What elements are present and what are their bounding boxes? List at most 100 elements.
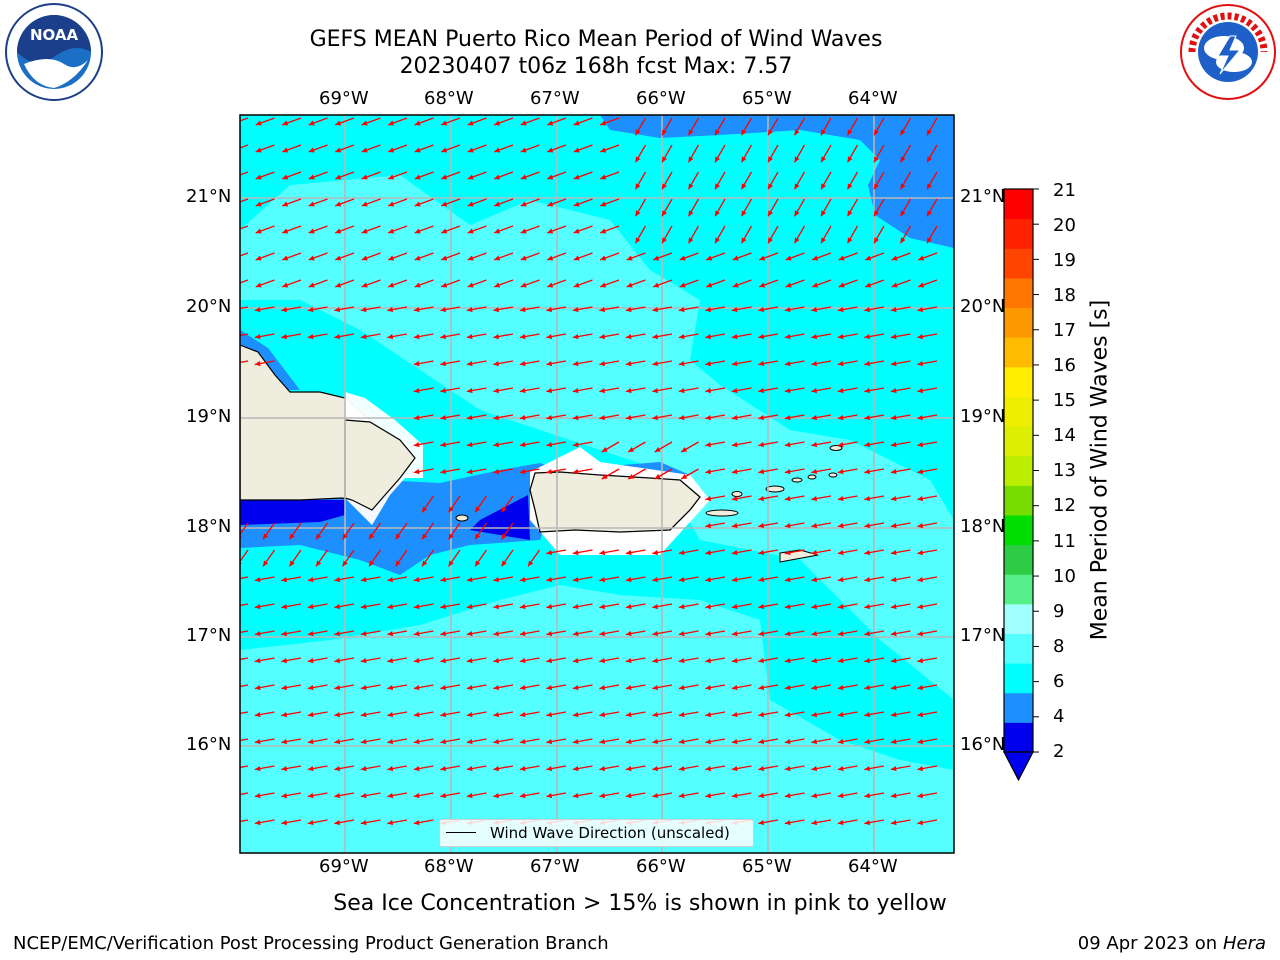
wind-wave-arrowhead <box>599 657 606 664</box>
wind-wave-arrowhead <box>413 765 420 772</box>
wind-wave-arrowhead <box>917 441 924 448</box>
wind-wave-arrowhead <box>678 792 685 799</box>
wind-wave-arrowhead <box>688 183 694 190</box>
wind-wave-arrowhead <box>316 533 322 540</box>
wind-wave-arrowhead <box>811 657 818 664</box>
wind-wave-arrowhead <box>599 414 606 421</box>
wind-wave-arrowhead <box>448 533 454 540</box>
wind-wave-arrowhead <box>890 306 897 313</box>
wind-wave-arrowhead <box>890 765 897 772</box>
wind-wave-arrow <box>240 630 249 634</box>
wind-wave-arrowhead <box>334 819 341 826</box>
wind-wave-arrowhead <box>705 414 712 421</box>
wind-wave-arrowhead <box>599 603 606 610</box>
wind-wave-arrowhead <box>361 282 368 288</box>
wind-wave-arrowhead <box>546 711 553 718</box>
wind-wave-arrowhead <box>547 282 554 288</box>
wind-wave-arrowhead <box>388 201 395 207</box>
wind-wave-arrowhead <box>681 474 688 479</box>
wind-wave-arrowhead <box>254 306 261 313</box>
wind-wave-arrowhead <box>864 306 871 313</box>
wind-wave-arrowhead <box>263 560 269 567</box>
wind-wave-arrowhead <box>440 711 447 718</box>
wind-wave-arrow <box>240 171 249 176</box>
wind-wave-arrowhead <box>635 183 641 190</box>
wind-wave-arrowhead <box>918 282 925 288</box>
plot-title: GEFS MEAN Puerto Rico Mean Period of Win… <box>309 27 883 52</box>
wind-wave-arrowhead <box>864 576 871 583</box>
wind-wave-arrowhead <box>917 468 924 475</box>
wind-wave-arrowhead <box>281 684 288 691</box>
wind-wave-arrowhead <box>652 684 659 691</box>
wind-wave-arrowhead <box>466 468 473 475</box>
wind-wave-arrowhead <box>811 738 818 745</box>
wind-wave-arrowhead <box>890 657 897 664</box>
wind-wave-arrowhead <box>466 657 473 664</box>
wind-wave-arrowhead <box>334 603 341 610</box>
nws-logo <box>1180 4 1276 100</box>
wind-wave-arrowhead <box>715 129 720 136</box>
plot-subtitle: 20230407 t06z 168h fcst Max: 7.57 <box>399 54 793 79</box>
wind-wave-arrowhead <box>652 387 659 394</box>
wind-wave-arrowhead <box>599 360 606 367</box>
legend-label: Wind Wave Direction (unscaled) <box>490 824 730 842</box>
wind-wave-arrowhead <box>599 387 606 394</box>
wind-wave-arrowhead <box>917 333 924 340</box>
wind-wave-arrowhead <box>837 441 844 448</box>
wind-wave-arrowhead <box>413 360 420 367</box>
wind-wave-arrowhead <box>811 711 818 718</box>
wind-wave-arrowhead <box>705 333 712 340</box>
sea-ice-note: Sea Ice Concentration > 15% is shown in … <box>333 891 947 916</box>
wind-wave-arrowhead <box>493 657 500 664</box>
wind-wave-arrowhead <box>441 282 448 288</box>
wind-wave-arrowhead <box>600 147 607 153</box>
wind-wave-arrowhead <box>440 387 447 394</box>
wind-wave-arrowhead <box>307 684 314 691</box>
wind-wave-arrowhead <box>467 282 474 288</box>
wind-wave-arrowhead <box>307 576 314 583</box>
wind-wave-arrowhead <box>758 684 765 691</box>
wind-wave-arrowhead <box>917 792 924 799</box>
lat-label: 21°N <box>960 186 1006 207</box>
wind-wave-arrowhead <box>918 255 925 261</box>
wind-wave-arrowhead <box>811 306 818 313</box>
wind-wave-arrowhead <box>891 255 898 261</box>
wind-wave-arrowhead <box>282 174 289 180</box>
wind-wave-arrowhead <box>229 175 235 180</box>
wind-wave-arrowhead <box>794 183 800 190</box>
wind-wave-arrowhead <box>890 819 897 826</box>
wind-wave-arrowhead <box>837 414 844 421</box>
wind-wave-arrowhead <box>388 282 395 288</box>
wind-wave-arrowhead <box>494 228 501 234</box>
wind-wave-arrowhead <box>519 765 526 772</box>
lon-label: 69°W <box>319 88 369 109</box>
wind-wave-arrow <box>240 657 249 661</box>
wind-wave-arrowhead <box>625 765 632 772</box>
wind-wave-arrowhead <box>572 549 579 556</box>
wind-wave-arrowhead <box>837 792 844 799</box>
wind-wave-arrowhead <box>573 255 580 261</box>
lon-label: 68°W <box>424 856 474 877</box>
wind-wave-arrow <box>240 549 249 563</box>
wind-wave-arrowhead <box>422 560 428 567</box>
wind-wave-arrowhead <box>387 765 394 772</box>
wind-wave-arrowhead <box>546 333 553 340</box>
wind-wave-arrowhead <box>369 560 375 567</box>
wind-wave-arrowhead <box>628 447 635 452</box>
wind-wave-arrowhead <box>519 306 526 313</box>
wind-wave-arrowhead <box>519 333 526 340</box>
wind-wave-arrowhead <box>681 447 688 452</box>
wind-wave-arrowhead <box>890 495 897 502</box>
wind-wave-arrowhead <box>307 333 314 340</box>
wind-wave-arrowhead <box>493 684 500 691</box>
wind-wave-arrowhead <box>308 282 315 288</box>
wind-wave-arrowhead <box>706 282 713 288</box>
wind-wave-arrowhead <box>466 387 473 394</box>
wind-wave-arrowhead <box>768 210 773 217</box>
wind-wave-arrowhead <box>228 712 234 717</box>
wind-wave-arrowhead <box>440 738 447 745</box>
wind-wave-arrowhead <box>784 333 791 340</box>
wind-wave-arrowhead <box>360 684 367 691</box>
wind-wave-arrowhead <box>900 237 906 244</box>
